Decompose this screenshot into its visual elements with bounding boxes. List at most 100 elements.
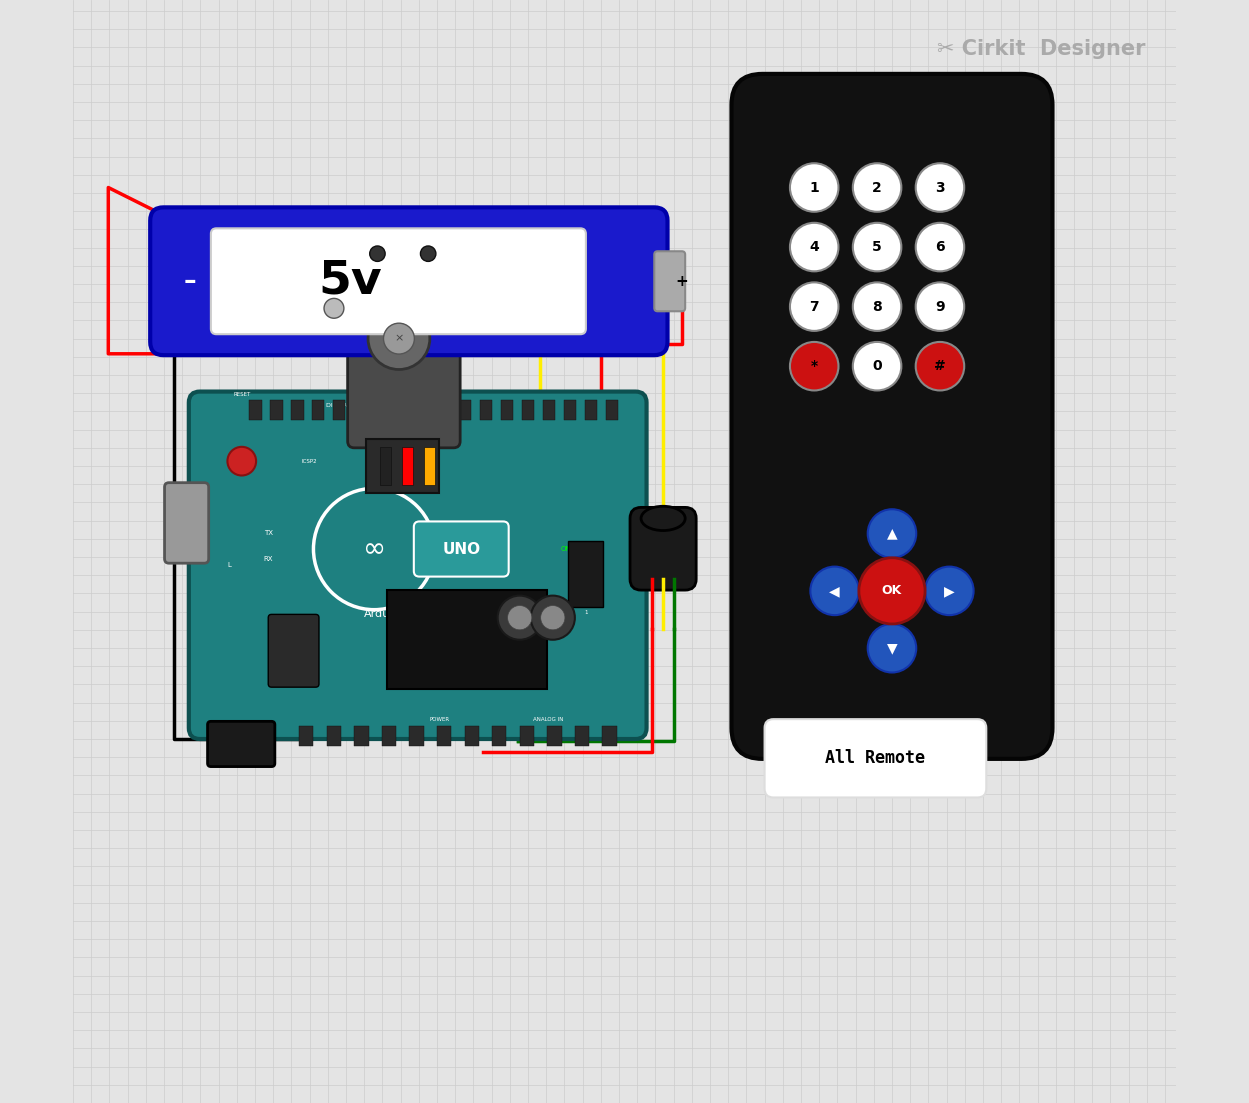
Text: *: * (811, 360, 818, 373)
Bar (563, 400, 576, 420)
Circle shape (497, 596, 542, 640)
Text: ✂ Cirkit  Designer: ✂ Cirkit Designer (937, 39, 1145, 58)
Bar (402, 447, 412, 485)
FancyBboxPatch shape (568, 542, 603, 607)
Text: 1: 1 (583, 610, 587, 614)
Circle shape (227, 447, 256, 475)
Circle shape (868, 624, 917, 673)
Bar (480, 400, 492, 420)
Bar (380, 447, 391, 485)
Text: 4: 4 (809, 240, 819, 254)
FancyBboxPatch shape (269, 614, 318, 687)
Circle shape (541, 606, 565, 630)
Text: #: # (934, 360, 945, 373)
Circle shape (313, 489, 435, 610)
Bar (250, 400, 261, 420)
Circle shape (859, 558, 926, 624)
Bar (585, 400, 597, 420)
Text: –: – (184, 269, 196, 293)
Bar (437, 726, 451, 746)
FancyBboxPatch shape (413, 522, 508, 577)
Circle shape (853, 282, 902, 331)
Circle shape (916, 282, 964, 331)
Text: ANALOG IN: ANALOG IN (533, 717, 563, 722)
Text: 1: 1 (809, 181, 819, 194)
Circle shape (507, 606, 532, 630)
Text: ON: ON (561, 546, 571, 552)
FancyBboxPatch shape (150, 207, 667, 355)
Circle shape (853, 342, 902, 390)
Text: 5v: 5v (318, 259, 382, 303)
Circle shape (789, 282, 838, 331)
Bar (299, 726, 313, 746)
Bar (410, 726, 423, 746)
Text: 8: 8 (872, 300, 882, 313)
Text: UNO: UNO (442, 542, 481, 557)
Ellipse shape (641, 506, 686, 531)
FancyBboxPatch shape (347, 264, 460, 448)
Circle shape (916, 163, 964, 212)
Circle shape (789, 163, 838, 212)
Bar (438, 400, 450, 420)
Bar (291, 400, 304, 420)
Text: 0: 0 (872, 360, 882, 373)
Circle shape (853, 163, 902, 212)
Bar (327, 726, 341, 746)
Text: ∞: ∞ (362, 535, 386, 563)
Text: RX: RX (264, 556, 274, 561)
Circle shape (926, 567, 974, 615)
Text: ◀: ◀ (829, 583, 839, 598)
Text: 9: 9 (936, 300, 944, 313)
Text: 2: 2 (872, 181, 882, 194)
Text: ×: × (395, 333, 403, 344)
Circle shape (916, 342, 964, 390)
Text: ▼: ▼ (887, 641, 897, 655)
Text: TX: TX (264, 529, 272, 536)
FancyBboxPatch shape (366, 439, 440, 493)
Bar (492, 726, 507, 746)
Bar (575, 726, 590, 746)
Text: All Remote: All Remote (826, 749, 926, 768)
Bar (271, 400, 282, 420)
Bar (382, 726, 396, 746)
Text: ▲: ▲ (887, 526, 897, 540)
Circle shape (370, 246, 385, 261)
Circle shape (868, 510, 917, 558)
FancyBboxPatch shape (764, 719, 987, 797)
Bar (501, 400, 513, 420)
Bar (355, 400, 366, 420)
Text: 7: 7 (809, 300, 819, 313)
Bar (522, 400, 535, 420)
Bar (606, 400, 618, 420)
Circle shape (916, 223, 964, 271)
Circle shape (383, 323, 415, 354)
FancyBboxPatch shape (207, 721, 275, 767)
Text: DIGITAL (PWM~): DIGITAL (PWM~) (326, 403, 378, 408)
FancyBboxPatch shape (654, 251, 686, 311)
FancyBboxPatch shape (732, 74, 1053, 759)
FancyBboxPatch shape (365, 233, 441, 275)
Text: +: + (676, 274, 688, 289)
FancyBboxPatch shape (211, 228, 586, 334)
Bar (312, 400, 325, 420)
Bar (543, 400, 555, 420)
Circle shape (368, 308, 430, 370)
Bar (520, 726, 535, 746)
Bar (460, 400, 471, 420)
Circle shape (811, 567, 859, 615)
Circle shape (531, 596, 575, 640)
Bar (602, 726, 617, 746)
Bar (423, 447, 435, 485)
FancyBboxPatch shape (629, 507, 696, 590)
Text: ▶: ▶ (944, 583, 954, 598)
Text: L: L (227, 563, 231, 568)
Circle shape (789, 223, 838, 271)
Bar (375, 400, 387, 420)
Text: ICSP2: ICSP2 (301, 459, 317, 463)
Bar (465, 726, 478, 746)
Bar (333, 400, 346, 420)
Circle shape (789, 342, 838, 390)
Bar (547, 726, 562, 746)
Bar (387, 590, 547, 689)
Text: OK: OK (882, 585, 902, 598)
